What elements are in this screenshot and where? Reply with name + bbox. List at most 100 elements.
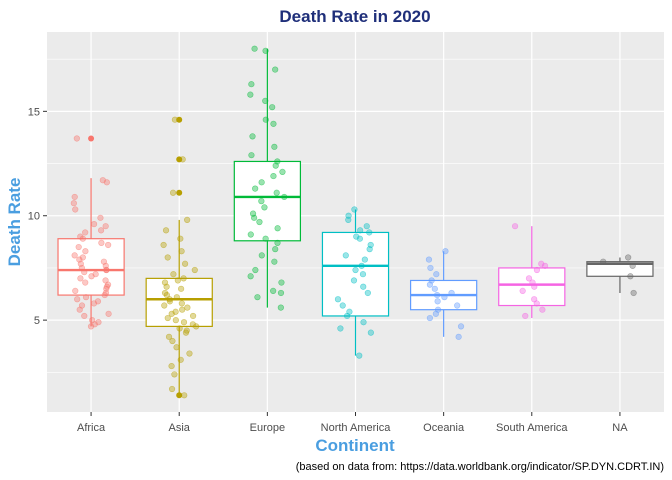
data-point bbox=[519, 287, 526, 295]
data-point bbox=[168, 362, 175, 370]
data-point bbox=[364, 289, 371, 297]
data-point bbox=[247, 91, 254, 98]
y-tick-label: 10 bbox=[28, 211, 40, 223]
data-point bbox=[541, 262, 549, 269]
data-point bbox=[531, 283, 538, 290]
x-tick-label: NA bbox=[612, 422, 628, 434]
data-point bbox=[184, 304, 191, 311]
data-point bbox=[178, 300, 185, 307]
data-point bbox=[171, 116, 179, 123]
data-point bbox=[165, 333, 173, 340]
data-point bbox=[97, 227, 105, 234]
box-layer bbox=[57, 48, 654, 399]
data-point bbox=[457, 323, 465, 330]
data-point bbox=[87, 323, 95, 330]
data-point bbox=[262, 116, 269, 123]
outlier-point bbox=[176, 392, 183, 399]
y-axis-ticks: 5 10 15 bbox=[28, 106, 47, 327]
data-point bbox=[163, 283, 170, 290]
data-point bbox=[367, 329, 374, 336]
x-axis-ticks: Africa Asia Europe North America Oceania Sout… bbox=[77, 412, 628, 434]
data-point bbox=[630, 289, 637, 297]
data-point bbox=[102, 223, 109, 230]
data-point bbox=[273, 189, 280, 196]
data-point bbox=[82, 248, 89, 255]
box bbox=[233, 160, 302, 242]
data-point bbox=[74, 296, 81, 303]
data-point bbox=[177, 235, 184, 242]
data-point bbox=[161, 302, 168, 309]
data-point bbox=[247, 273, 254, 280]
data-point bbox=[76, 306, 83, 313]
data-point bbox=[269, 104, 276, 111]
data-point bbox=[178, 285, 185, 292]
data-point bbox=[425, 256, 433, 263]
data-point bbox=[270, 120, 277, 127]
boxplot-na bbox=[586, 257, 654, 293]
data-point bbox=[97, 214, 104, 221]
data-point bbox=[441, 294, 448, 301]
data-point bbox=[71, 252, 78, 259]
data-point bbox=[176, 325, 183, 332]
data-point bbox=[271, 143, 278, 150]
data-point bbox=[258, 252, 265, 259]
data-point bbox=[272, 66, 279, 73]
data-point bbox=[525, 275, 533, 282]
data-point bbox=[82, 294, 90, 301]
data-point bbox=[433, 271, 440, 278]
data-point bbox=[339, 302, 346, 309]
data-point bbox=[533, 266, 541, 274]
y-axis-title: Death Rate bbox=[5, 178, 24, 267]
data-point bbox=[442, 248, 449, 255]
data-point bbox=[357, 227, 364, 234]
data-point bbox=[358, 262, 365, 269]
data-point bbox=[426, 281, 434, 288]
data-point bbox=[277, 304, 284, 311]
outlier-point bbox=[176, 116, 183, 123]
data-point bbox=[73, 135, 80, 142]
data-point bbox=[272, 162, 279, 169]
data-point bbox=[171, 371, 178, 378]
data-point bbox=[105, 241, 112, 249]
data-point bbox=[181, 392, 188, 399]
data-point bbox=[70, 200, 77, 207]
data-point bbox=[427, 264, 434, 272]
data-point bbox=[345, 216, 352, 224]
data-point bbox=[361, 256, 368, 263]
data-point bbox=[77, 275, 84, 282]
box bbox=[57, 238, 125, 296]
data-point bbox=[363, 223, 370, 230]
data-point bbox=[433, 291, 441, 299]
data-point bbox=[279, 168, 286, 175]
data-point bbox=[180, 319, 188, 326]
data-point bbox=[431, 285, 438, 292]
data-point bbox=[168, 310, 175, 317]
data-point bbox=[95, 319, 102, 326]
chart-title: Death Rate in 2020 bbox=[279, 7, 430, 26]
data-point bbox=[247, 231, 254, 238]
data-point bbox=[179, 156, 186, 163]
data-point bbox=[359, 271, 367, 278]
x-tick-label: Africa bbox=[77, 422, 106, 434]
data-point bbox=[101, 291, 108, 299]
data-point bbox=[75, 243, 82, 251]
data-point bbox=[170, 271, 177, 278]
data-point bbox=[172, 317, 179, 324]
x-tick-label: South America bbox=[496, 422, 568, 434]
data-point bbox=[98, 239, 105, 246]
data-point bbox=[177, 356, 184, 363]
data-point bbox=[164, 314, 171, 322]
x-tick-label: Europe bbox=[250, 422, 285, 434]
data-point bbox=[262, 97, 269, 105]
boxplot-africa bbox=[57, 135, 125, 327]
data-point bbox=[625, 254, 632, 261]
data-point bbox=[174, 277, 181, 284]
data-point bbox=[90, 300, 98, 307]
data-point bbox=[105, 310, 112, 317]
data-point bbox=[79, 254, 86, 261]
data-point bbox=[334, 296, 342, 303]
data-point bbox=[163, 291, 170, 299]
data-point bbox=[274, 225, 281, 232]
data-point bbox=[193, 323, 200, 330]
